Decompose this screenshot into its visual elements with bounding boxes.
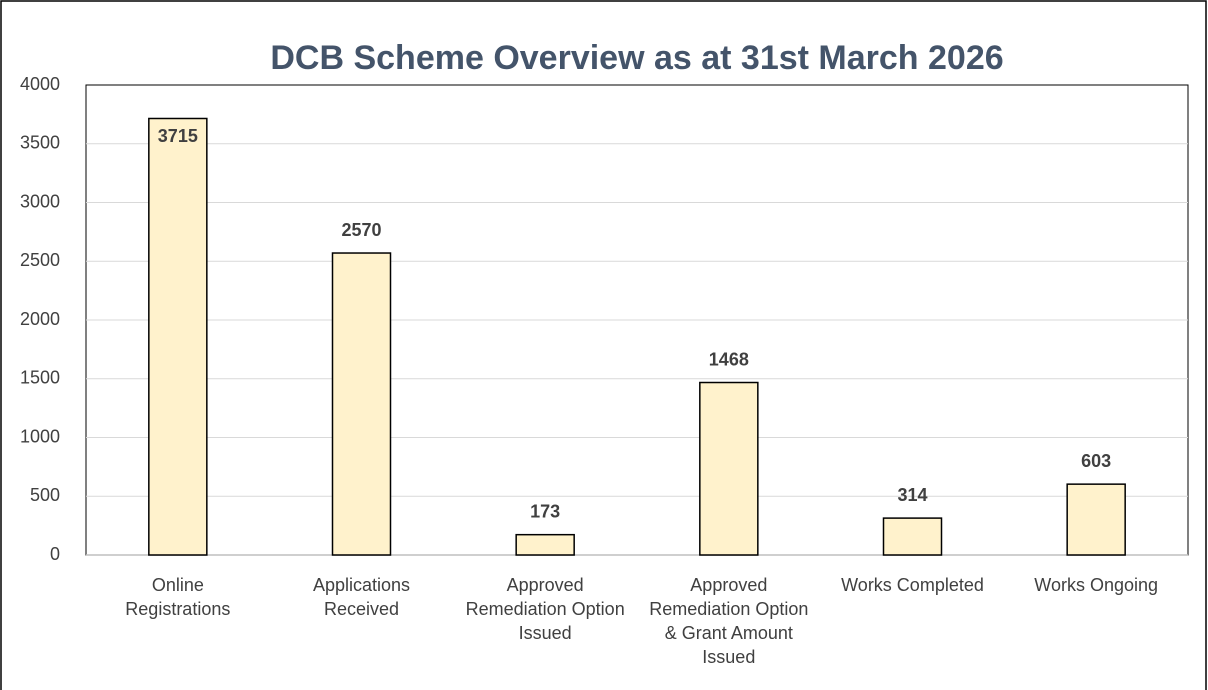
y-tick-label: 2000 <box>20 309 60 329</box>
y-tick-label: 3000 <box>20 191 60 211</box>
y-tick-label: 0 <box>50 544 60 564</box>
value-label: 1468 <box>709 349 749 369</box>
y-tick-label: 1000 <box>20 426 60 446</box>
x-tick-label: Works Completed <box>841 575 984 595</box>
value-label: 3715 <box>158 126 198 146</box>
x-tick-label: Applications Received <box>313 575 410 619</box>
y-tick-label: 500 <box>30 485 60 505</box>
y-tick-label: 4000 <box>20 74 60 94</box>
bar <box>882 517 943 556</box>
bar <box>1066 483 1126 556</box>
y-tick-label: 1500 <box>20 368 60 388</box>
x-tick-label: Approved Remediation Option & Grant Amount… <box>649 575 808 667</box>
value-label: 603 <box>1081 451 1111 471</box>
x-tick-label: Approved Remediation Option Issued <box>466 575 625 643</box>
value-label: 173 <box>530 501 560 521</box>
value-label: 2570 <box>341 220 381 240</box>
chart-title: DCB Scheme Overview as at 31st March 202… <box>270 39 1003 77</box>
bar <box>331 252 392 556</box>
bar <box>148 117 208 556</box>
bar <box>699 381 759 556</box>
y-tick-label: 3500 <box>20 133 60 153</box>
value-label: 314 <box>897 485 927 505</box>
x-tick-label: Online Registrations <box>125 575 230 619</box>
bar <box>515 533 575 556</box>
y-tick-label: 2500 <box>20 250 60 270</box>
x-tick-label: Works Ongoing <box>1034 575 1158 595</box>
